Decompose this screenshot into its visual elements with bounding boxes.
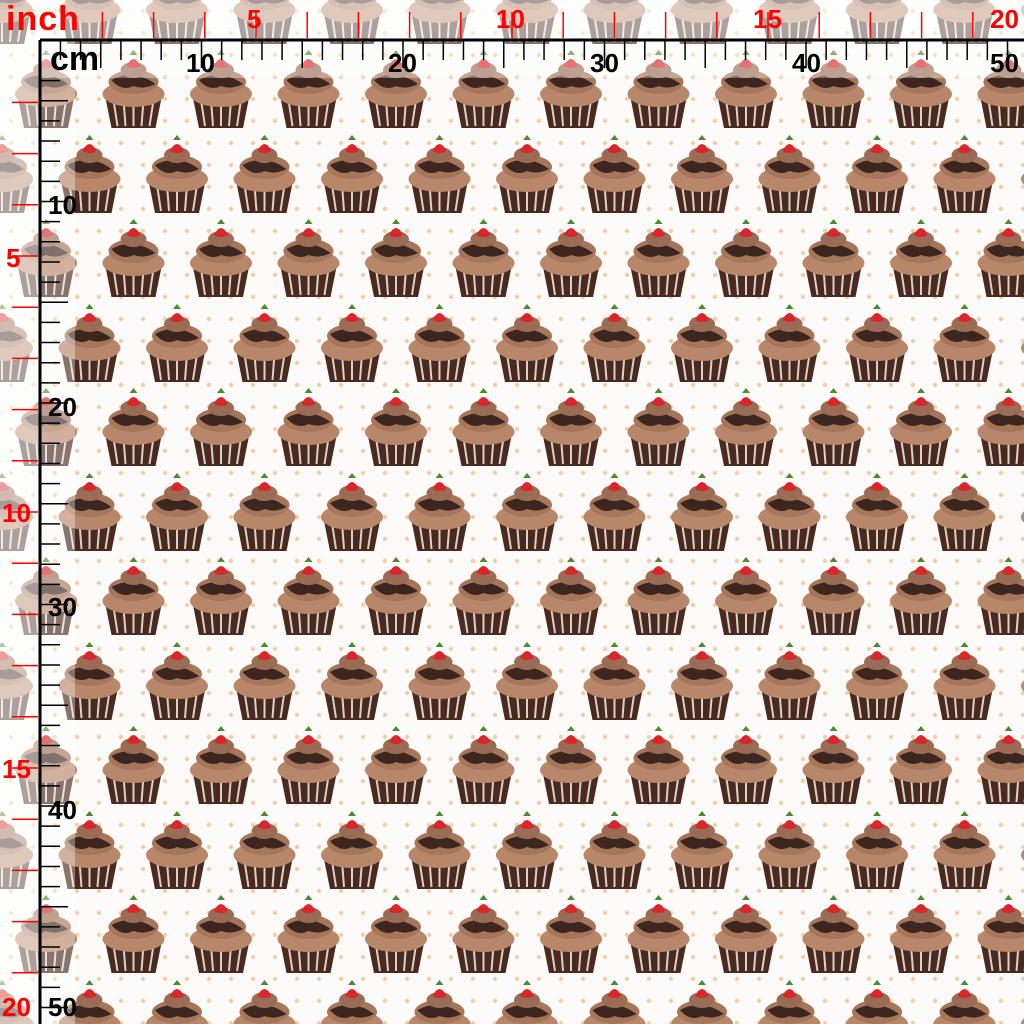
top-inch-label: 5 bbox=[247, 4, 262, 34]
top-inch-label: 15 bbox=[753, 4, 782, 34]
left-cm-label: 50 bbox=[48, 992, 77, 1022]
top-inch-label: 20 bbox=[990, 4, 1019, 34]
left-inch-label: 20 bbox=[2, 992, 31, 1022]
ruler-shade-top bbox=[40, 40, 1024, 78]
top-cm-label: 50 bbox=[990, 48, 1019, 78]
top-cm-label: 30 bbox=[590, 48, 619, 78]
ruler-shade-left bbox=[40, 40, 75, 1024]
top-cm-label: 10 bbox=[186, 48, 215, 78]
left-inch-label: 15 bbox=[2, 754, 31, 784]
left-cm-label: 10 bbox=[48, 190, 77, 220]
left-cm-label: 30 bbox=[48, 592, 77, 622]
top-inch-label: 10 bbox=[496, 4, 525, 34]
ruler-margin-left bbox=[0, 40, 40, 1024]
left-inch-label: 5 bbox=[6, 243, 21, 273]
inch-unit-label: inch bbox=[6, 0, 80, 38]
left-inch-label: 10 bbox=[2, 498, 31, 528]
cm-unit-label: cm bbox=[50, 40, 100, 78]
top-cm-label: 20 bbox=[388, 48, 417, 78]
left-cm-label: 40 bbox=[48, 795, 77, 825]
top-cm-label: 40 bbox=[792, 48, 821, 78]
left-cm-label: 20 bbox=[48, 392, 77, 422]
